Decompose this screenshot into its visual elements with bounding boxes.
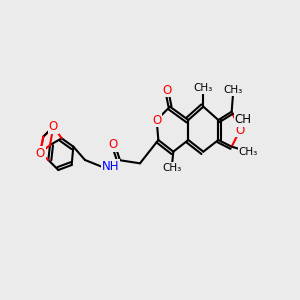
Text: CH₃: CH₃ bbox=[239, 147, 258, 157]
Text: O: O bbox=[162, 83, 171, 97]
Text: O: O bbox=[236, 124, 244, 136]
Text: O: O bbox=[109, 139, 118, 152]
Text: CH₃: CH₃ bbox=[224, 85, 243, 95]
Text: CH: CH bbox=[235, 113, 252, 126]
Text: CH₃: CH₃ bbox=[194, 83, 213, 93]
Text: O: O bbox=[35, 147, 45, 160]
Text: O: O bbox=[49, 120, 58, 133]
Text: NH: NH bbox=[102, 160, 119, 173]
Text: O: O bbox=[152, 113, 161, 127]
Text: CH₃: CH₃ bbox=[162, 163, 181, 173]
